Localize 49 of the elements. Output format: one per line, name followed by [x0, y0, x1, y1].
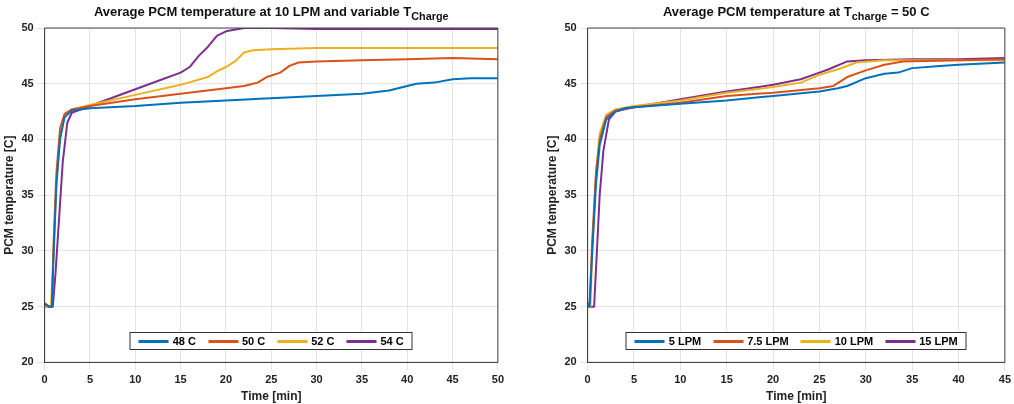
x-tick-label: 20	[219, 373, 233, 386]
x-tick-label: 20	[766, 373, 780, 386]
y-tick-label: 30	[564, 243, 577, 256]
y-tick-label: 50	[564, 21, 577, 34]
x-axis-title: Time [min]	[766, 389, 827, 404]
x-tick-label: 5	[630, 373, 638, 386]
x-tick-label: 10	[674, 373, 687, 386]
y-tick-label: 45	[21, 76, 34, 89]
y-tick-label: 35	[21, 188, 34, 201]
legend-label: 10 LPM	[834, 335, 874, 348]
legend-label: 50 C	[242, 335, 266, 348]
x-tick-label: 50	[491, 373, 505, 386]
y-tick-label: 45	[564, 76, 577, 89]
x-tick-label: 10	[129, 373, 142, 386]
x-tick-label: 0	[584, 373, 591, 386]
y-tick-label: 50	[21, 21, 34, 34]
x-tick-label: 30	[859, 373, 872, 386]
legend-label: 52 C	[311, 335, 335, 348]
y-tick-label: 20	[564, 355, 577, 368]
x-tick-label: 35	[906, 373, 919, 386]
x-axis-title: Time [min]	[241, 389, 302, 404]
x-tick-label: 30	[310, 373, 323, 386]
y-tick-label: 25	[564, 299, 577, 312]
y-axis-title: PCM temperature [C]	[544, 135, 559, 255]
x-tick-label: 25	[813, 373, 826, 386]
x-tick-label: 15	[720, 373, 733, 386]
x-tick-label: 45	[998, 373, 1012, 386]
y-tick-label: 25	[21, 299, 34, 312]
x-tick-label: 45	[446, 373, 459, 386]
y-tick-label: 20	[21, 355, 34, 368]
chart-title: Average PCM temperature at T$_{charge}$ = 50 C	[662, 4, 930, 22]
legend-label: 54 C	[380, 335, 404, 348]
x-tick-label: 40	[401, 373, 414, 386]
legend-label: 15 LPM	[919, 335, 958, 348]
y-tick-label: 40	[564, 132, 577, 145]
x-tick-label: 0	[41, 373, 48, 386]
legend-label: 5 LPM	[668, 335, 702, 348]
y-tick-label: 35	[564, 188, 577, 201]
x-tick-label: 5	[86, 373, 94, 386]
y-tick-label: 30	[21, 243, 34, 256]
x-tick-label: 35	[355, 373, 369, 386]
legend-label: 7.5 LPM	[747, 335, 789, 348]
x-tick-label: 15	[174, 373, 187, 386]
x-tick-label: 25	[265, 373, 278, 386]
x-tick-label: 40	[952, 373, 965, 386]
chart-title: Average PCM temperature at 10 LPM and variable T$_{Charge}$	[93, 4, 449, 22]
y-tick-label: 40	[21, 132, 34, 145]
y-axis-title: PCM temperature [C]	[1, 135, 16, 255]
legend-label: 48 C	[172, 335, 196, 348]
